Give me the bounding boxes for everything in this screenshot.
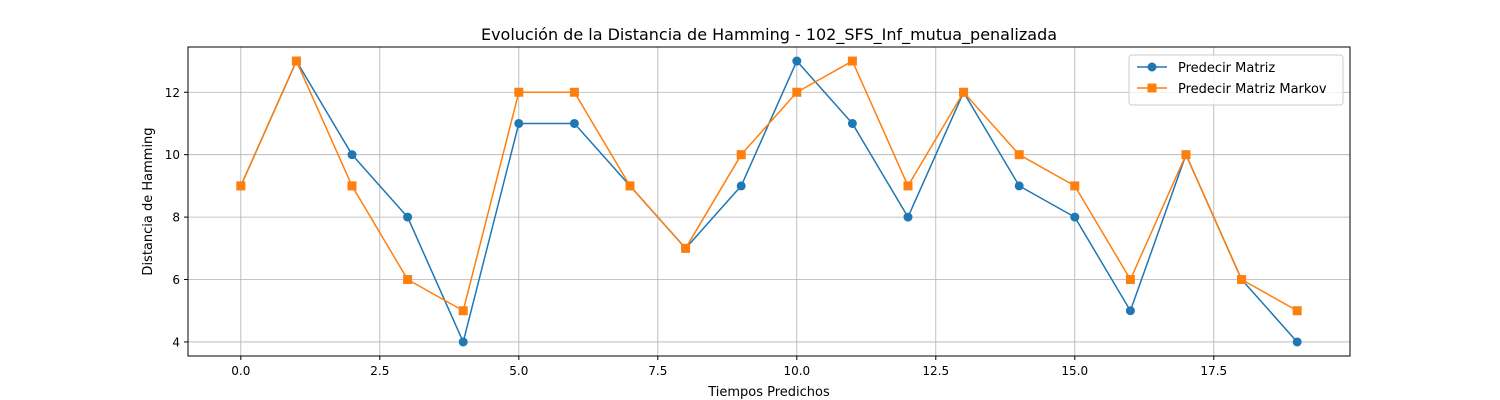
data-point bbox=[847, 56, 857, 66]
series-layer bbox=[236, 56, 1302, 347]
x-tick-label: 7.5 bbox=[648, 364, 667, 378]
data-point bbox=[1070, 181, 1080, 191]
y-tick-label: 8 bbox=[172, 211, 180, 225]
y-tick-label: 6 bbox=[172, 273, 180, 287]
series-line-predecir-matriz-markov bbox=[240, 60, 1298, 312]
data-point bbox=[403, 275, 413, 285]
y-tick-label: 4 bbox=[172, 335, 180, 349]
data-point bbox=[1237, 275, 1247, 285]
data-point bbox=[569, 118, 579, 128]
x-tick-label: 2.5 bbox=[370, 364, 389, 378]
data-point bbox=[1125, 275, 1135, 285]
data-point bbox=[792, 87, 802, 97]
y-tick-label: 12 bbox=[165, 86, 180, 100]
data-point bbox=[1125, 306, 1135, 316]
x-tick-label: 10.0 bbox=[783, 364, 810, 378]
y-axis: 4 6 8 10 12 bbox=[165, 86, 188, 349]
y-axis-label: Distancia de Hamming bbox=[141, 127, 156, 275]
legend-label-predecir-matriz: Predecir Matriz bbox=[1178, 61, 1275, 76]
x-tick-label: 12.5 bbox=[922, 364, 949, 378]
series-predecir-matriz-markov bbox=[236, 56, 1302, 316]
data-point bbox=[792, 56, 802, 66]
plot-area bbox=[187, 46, 1351, 357]
chart-title: Evolución de la Distancia de Hamming - 1… bbox=[481, 25, 1057, 45]
legend-box bbox=[1128, 54, 1344, 106]
data-point bbox=[625, 181, 635, 191]
data-point bbox=[514, 87, 524, 97]
data-point bbox=[403, 212, 413, 222]
data-point bbox=[681, 243, 691, 253]
data-point bbox=[569, 87, 579, 97]
data-point bbox=[736, 181, 746, 191]
data-point bbox=[514, 118, 524, 128]
data-point bbox=[347, 181, 357, 191]
x-tick-label: 5.0 bbox=[509, 364, 528, 378]
data-point bbox=[903, 181, 913, 191]
data-point bbox=[903, 212, 913, 222]
data-point bbox=[236, 181, 246, 191]
x-tick-label: 15.0 bbox=[1061, 364, 1088, 378]
data-point bbox=[458, 306, 468, 316]
data-point bbox=[291, 56, 301, 66]
legend-label-predecir-matriz-markov: Predecir Matriz Markov bbox=[1178, 82, 1327, 97]
x-tick-label: 0.0 bbox=[231, 364, 250, 378]
data-point bbox=[1292, 337, 1302, 347]
legend-marker-predecir-matriz bbox=[1147, 62, 1157, 72]
x-axis-label: Tiempos Predichos bbox=[707, 385, 830, 400]
data-point bbox=[1014, 150, 1024, 160]
data-point bbox=[959, 87, 969, 97]
data-point bbox=[347, 150, 357, 160]
data-point bbox=[1014, 181, 1024, 191]
x-tick-label: 17.5 bbox=[1200, 364, 1227, 378]
data-point bbox=[458, 337, 468, 347]
data-point bbox=[1181, 150, 1191, 160]
data-point bbox=[1292, 306, 1302, 316]
data-point bbox=[847, 118, 857, 128]
x-axis: 0.0 2.5 5.0 7.5 10.0 12.5 15.0 17.5 bbox=[231, 356, 1227, 378]
legend-marker-predecir-matriz-markov bbox=[1147, 83, 1157, 93]
y-tick-label: 10 bbox=[165, 148, 180, 162]
legend: Predecir Matriz Predecir Matriz Markov bbox=[1128, 54, 1344, 106]
data-point bbox=[736, 150, 746, 160]
data-point bbox=[1070, 212, 1080, 222]
